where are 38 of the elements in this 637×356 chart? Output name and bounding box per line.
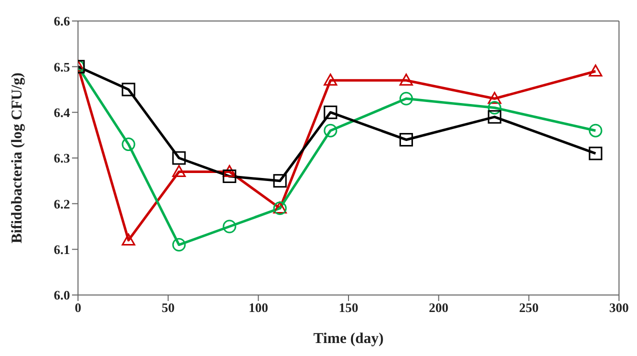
y-tick-label: 6.6 <box>54 14 70 29</box>
y-tick-label: 6.5 <box>54 59 70 74</box>
x-tick-label: 300 <box>609 300 629 316</box>
x-tick-label: 0 <box>74 300 82 316</box>
point <box>324 124 338 138</box>
y-tick-label: 6.2 <box>54 196 70 212</box>
point <box>222 220 236 234</box>
point <box>488 101 502 115</box>
point <box>222 164 236 177</box>
x-tick-label: 100 <box>248 300 268 316</box>
y-tick-label: 6.4 <box>54 104 70 120</box>
y-tick-label: 6.0 <box>54 288 70 303</box>
point <box>122 233 136 246</box>
x-axis-title: Time (day) <box>313 331 384 347</box>
x-tick-label: 50 <box>162 300 175 316</box>
point <box>399 132 413 146</box>
point <box>172 164 186 177</box>
point <box>172 238 186 252</box>
point <box>222 170 236 184</box>
point <box>399 92 413 106</box>
point <box>399 74 413 86</box>
point <box>324 74 338 86</box>
y-tick-label: 6.3 <box>54 150 70 166</box>
point <box>122 138 136 152</box>
point <box>588 64 602 76</box>
point <box>324 106 338 120</box>
point <box>588 124 602 138</box>
point <box>122 82 136 96</box>
x-tick-label: 150 <box>338 300 358 316</box>
point <box>172 151 186 165</box>
point <box>488 110 502 124</box>
point <box>273 174 287 188</box>
y-tick-label: 6.1 <box>54 242 70 257</box>
x-tick-label: 250 <box>519 300 539 316</box>
point <box>588 146 602 160</box>
point <box>488 92 502 104</box>
y-axis-title: Bifidobacteria (log CFU/g) <box>9 72 26 244</box>
x-tick-label: 200 <box>428 300 448 316</box>
